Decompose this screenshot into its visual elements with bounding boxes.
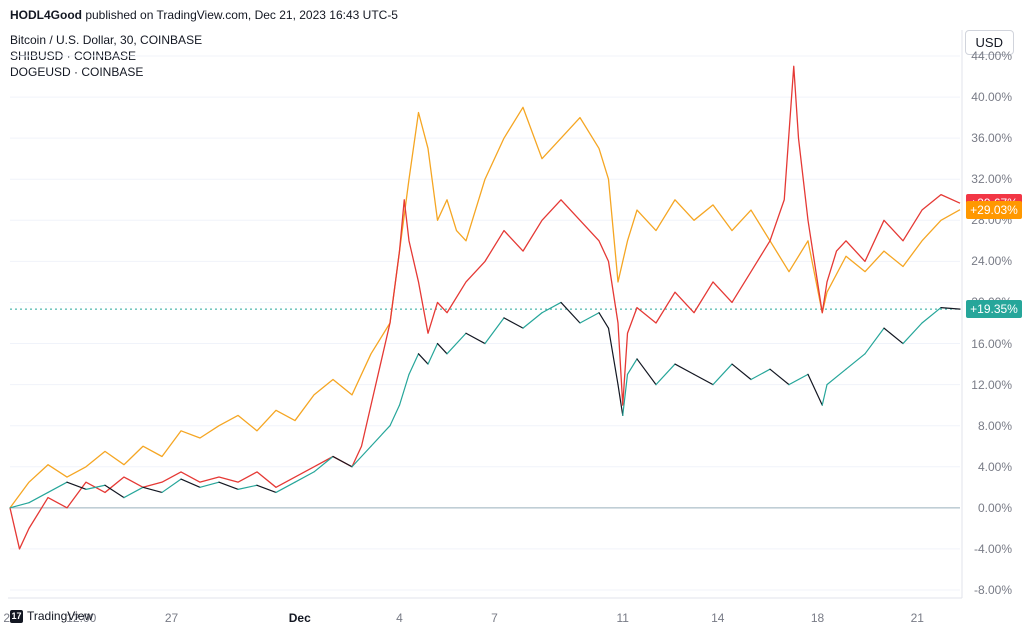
y-tick-label: 24.00%	[971, 254, 1012, 268]
y-tick-label: 4.00%	[978, 460, 1012, 474]
y-tick-label: 12.00%	[971, 378, 1012, 392]
y-tick-label: 40.00%	[971, 90, 1012, 104]
price-tag-btcusd: +19.35%	[966, 300, 1022, 318]
x-tick-label: 11	[617, 611, 629, 625]
tv-icon: 17	[10, 610, 23, 623]
y-tick-label: -8.00%	[974, 583, 1012, 597]
y-tick-label: 8.00%	[978, 419, 1012, 433]
y-tick-label: 0.00%	[978, 501, 1012, 515]
x-tick-label: Dec	[289, 611, 311, 625]
brand-label: TradingView	[27, 609, 93, 623]
x-tick-label: 21	[911, 611, 924, 625]
x-tick-label: 27	[165, 611, 178, 625]
y-tick-label: -4.00%	[974, 542, 1012, 556]
y-tick-label: 44.00%	[971, 49, 1012, 63]
x-tick-label: 7	[491, 611, 498, 625]
x-tick-label: 18	[811, 611, 824, 625]
y-tick-label: 16.00%	[971, 337, 1012, 351]
x-tick-label: 14	[711, 611, 724, 625]
price-tag-shibusd: +29.03%	[966, 201, 1022, 219]
price-chart[interactable]	[0, 0, 1024, 629]
y-tick-label: 36.00%	[971, 131, 1012, 145]
brand-logo[interactable]: 17 TradingView	[10, 609, 93, 623]
x-tick-label: 4	[396, 611, 403, 625]
y-tick-label: 32.00%	[971, 172, 1012, 186]
